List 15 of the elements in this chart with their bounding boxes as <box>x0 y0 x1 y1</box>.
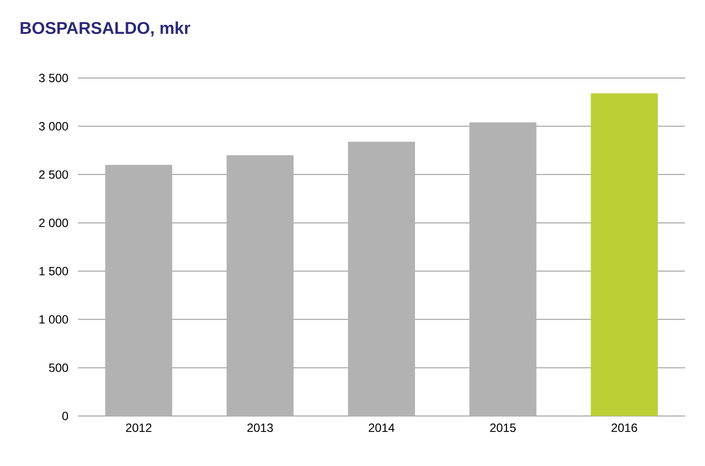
x-tick-label: 2013 <box>247 424 273 432</box>
y-tick-label: 0 <box>62 412 68 420</box>
bar <box>590 93 658 416</box>
x-tick-label: 2012 <box>126 424 152 432</box>
y-tick-label: 500 <box>49 363 68 372</box>
chart-title: BOSPARSALDO, mkr <box>20 22 190 36</box>
y-tick-label: 2 500 <box>39 170 68 179</box>
y-tick-label: 1 500 <box>39 266 68 276</box>
x-tick-label: 2016 <box>612 424 638 432</box>
y-tick-label: 1 000 <box>39 315 68 324</box>
x-tick-label: 2015 <box>490 424 516 432</box>
y-tick-label: 3 000 <box>39 122 68 130</box>
y-tick-label: 2 000 <box>39 218 68 228</box>
y-tick-label: 3 500 <box>39 74 68 82</box>
x-tick-label: 2014 <box>368 424 394 432</box>
